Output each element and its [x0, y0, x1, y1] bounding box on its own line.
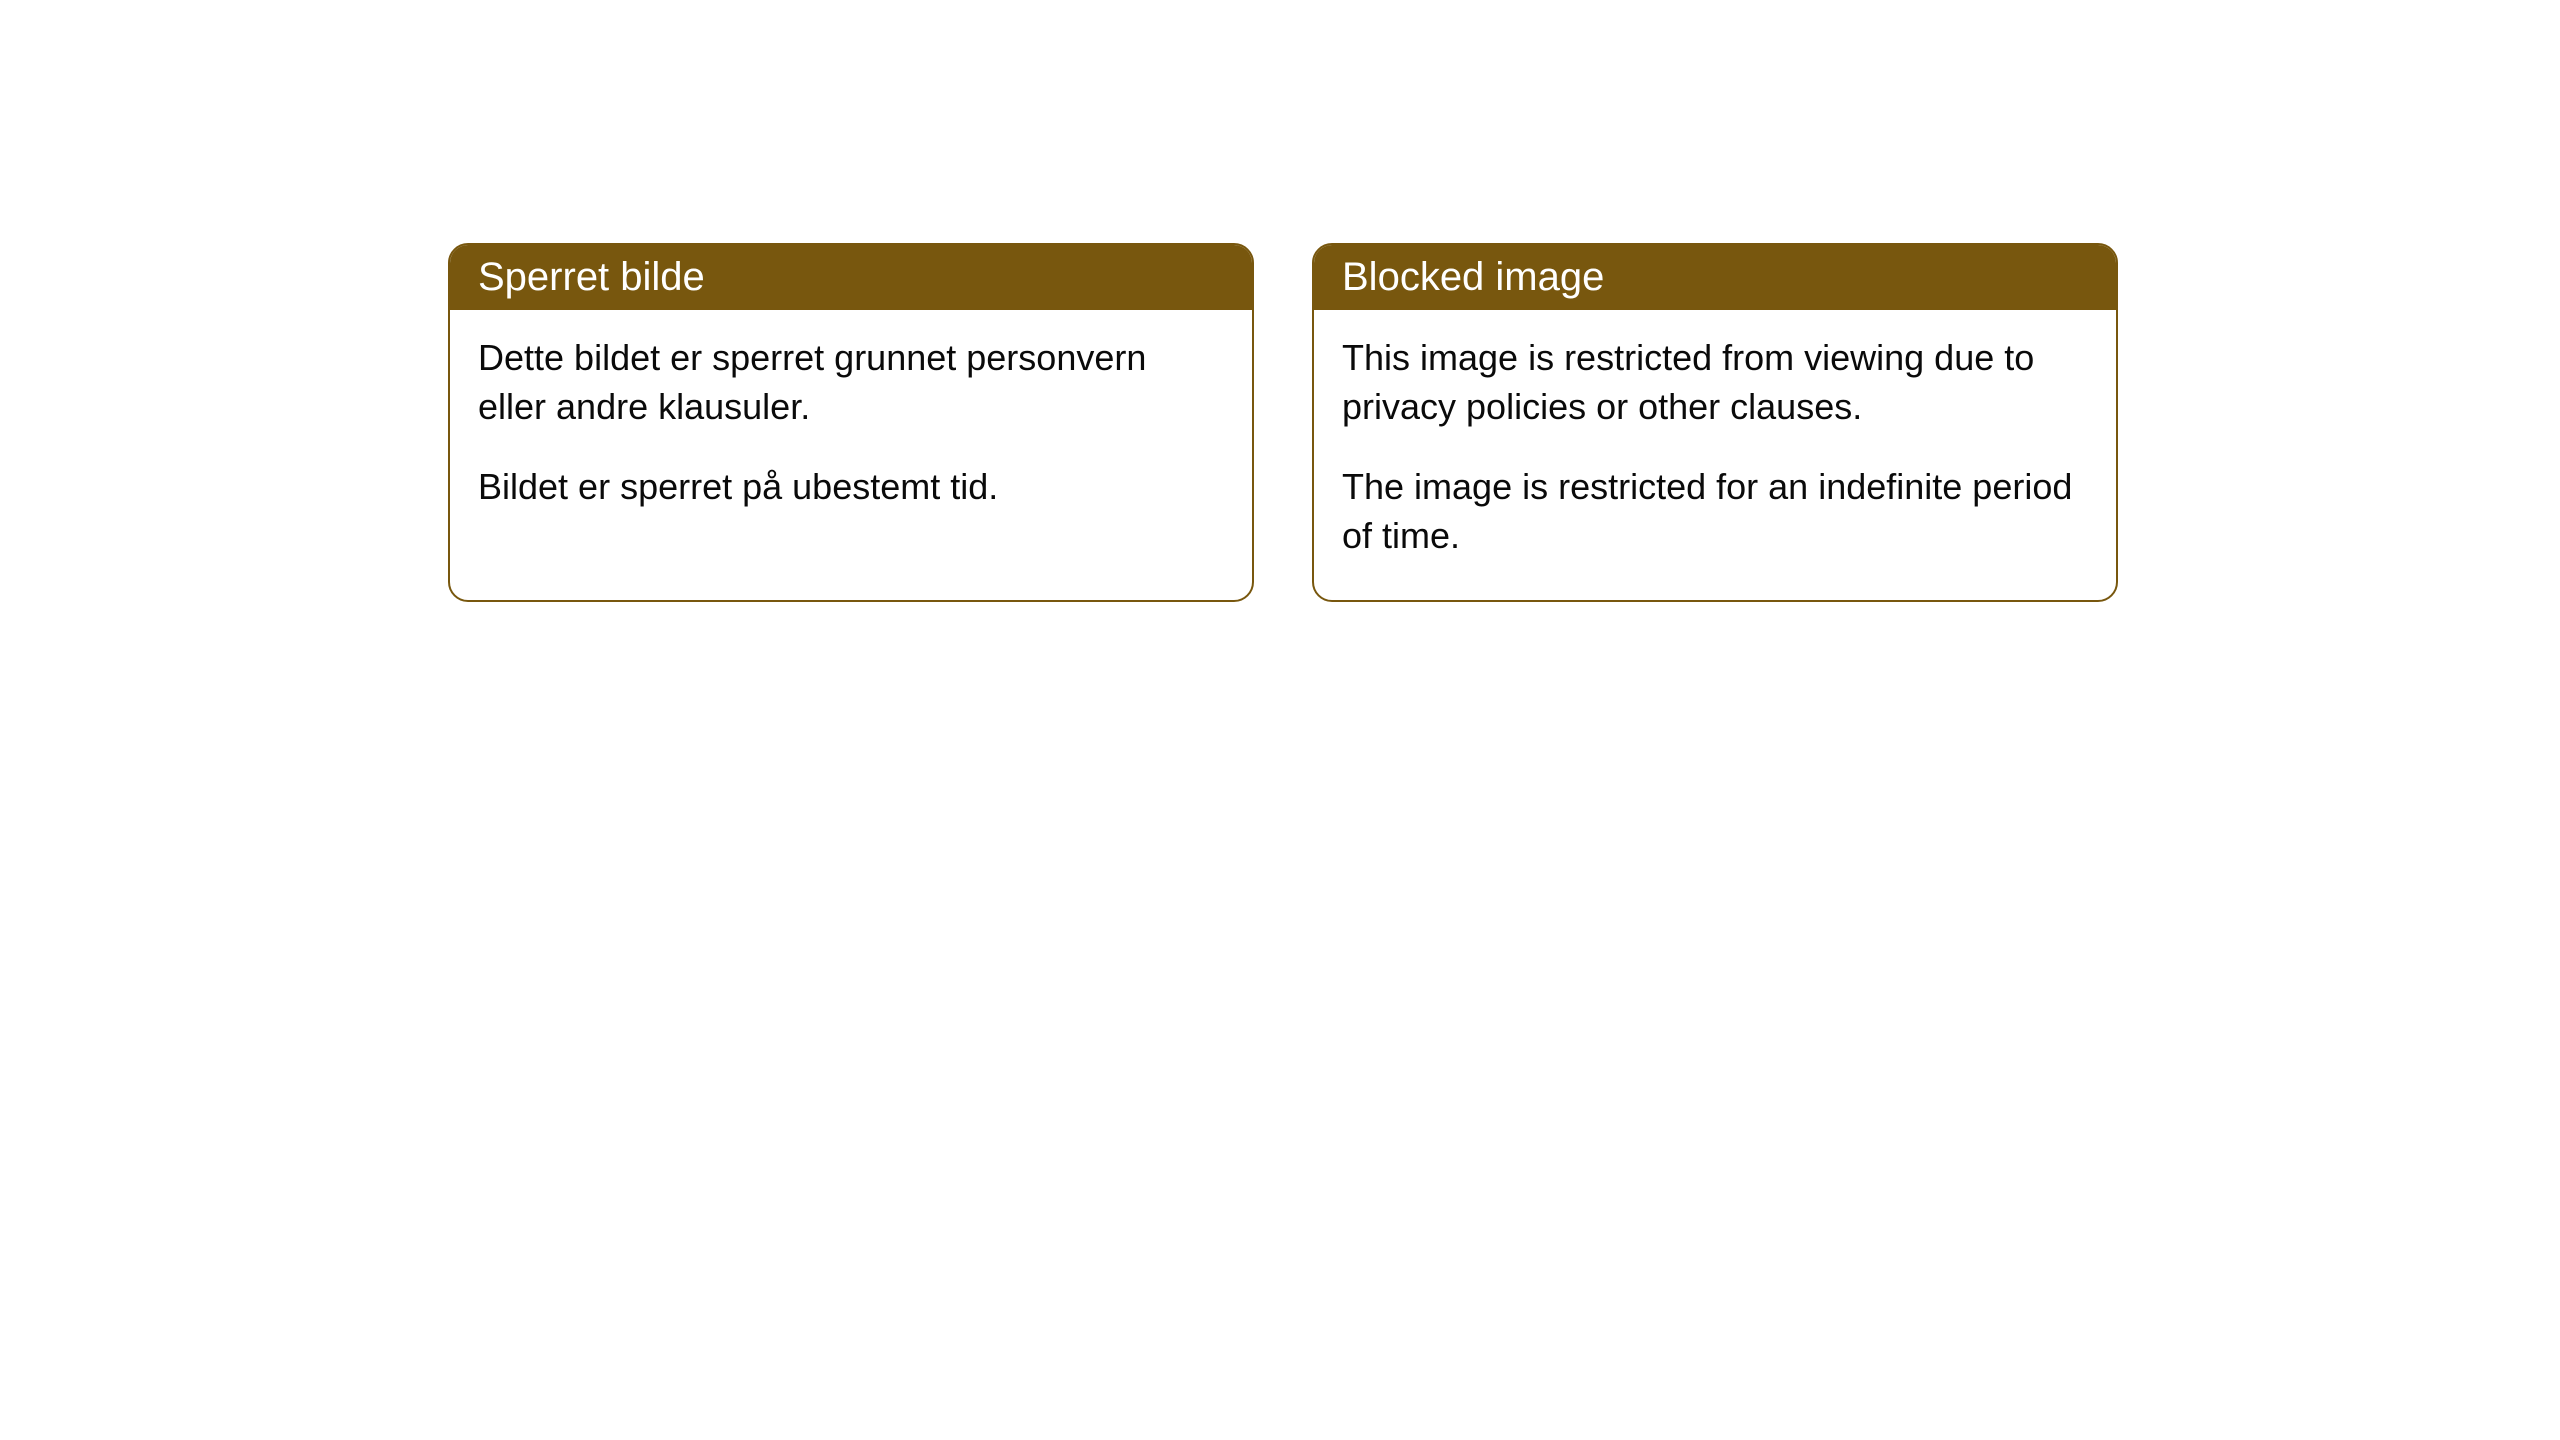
- card-body: This image is restricted from viewing du…: [1314, 310, 2116, 600]
- blocked-image-card-english: Blocked image This image is restricted f…: [1312, 243, 2118, 602]
- notice-cards-container: Sperret bilde Dette bildet er sperret gr…: [0, 0, 2560, 602]
- card-title: Sperret bilde: [478, 255, 705, 299]
- card-paragraph: Bildet er sperret på ubestemt tid.: [478, 463, 1224, 512]
- card-paragraph: Dette bildet er sperret grunnet personve…: [478, 334, 1224, 431]
- card-header: Blocked image: [1314, 245, 2116, 310]
- blocked-image-card-norwegian: Sperret bilde Dette bildet er sperret gr…: [448, 243, 1254, 602]
- card-title: Blocked image: [1342, 255, 1604, 299]
- card-body: Dette bildet er sperret grunnet personve…: [450, 310, 1252, 552]
- card-paragraph: This image is restricted from viewing du…: [1342, 334, 2088, 431]
- card-header: Sperret bilde: [450, 245, 1252, 310]
- card-paragraph: The image is restricted for an indefinit…: [1342, 463, 2088, 560]
